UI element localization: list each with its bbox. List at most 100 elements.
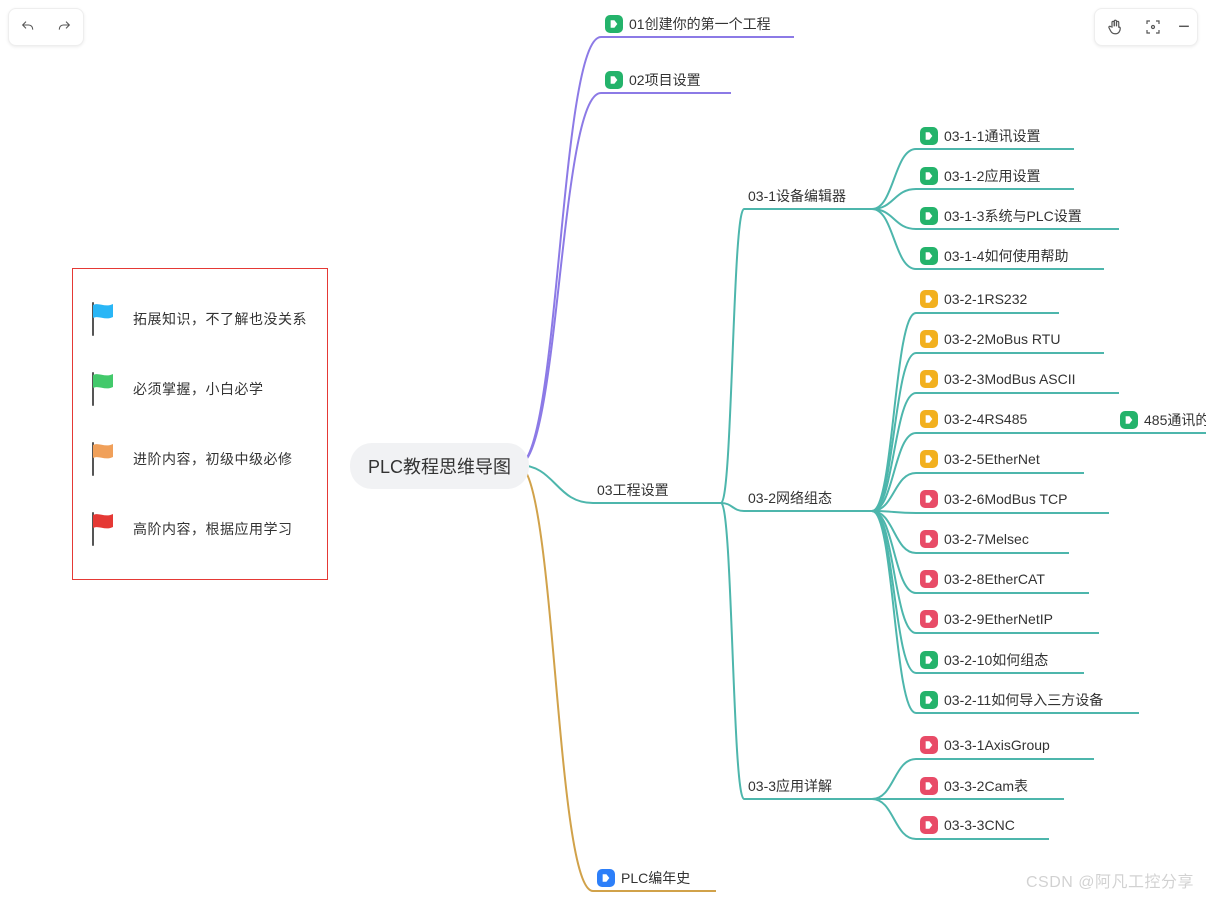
fit-view-button[interactable] xyxy=(1137,13,1169,41)
mindmap-node[interactable]: 03-2-5EtherNet xyxy=(920,450,1040,468)
yellow-flag-marker-icon xyxy=(920,410,938,428)
flag-icon xyxy=(87,371,117,407)
node-underline xyxy=(916,632,1099,634)
pan-tool-button[interactable] xyxy=(1099,13,1131,41)
edge xyxy=(872,511,916,593)
node-label: 03-1-4如何使用帮助 xyxy=(944,246,1068,266)
mindmap-node[interactable]: 03工程设置 xyxy=(597,480,669,500)
legend-row: 高阶内容，根据应用学习 xyxy=(87,497,313,561)
mindmap-node[interactable]: 03-1-1通讯设置 xyxy=(920,126,1040,146)
node-underline xyxy=(916,592,1089,594)
edge xyxy=(872,759,916,799)
node-label: 03-2-3ModBus ASCII xyxy=(944,371,1076,387)
mindmap-node[interactable]: 03-2网络组态 xyxy=(748,488,832,508)
node-underline xyxy=(916,838,1049,840)
node-underline xyxy=(601,92,731,94)
mindmap-node[interactable]: 03-1设备编辑器 xyxy=(748,186,846,206)
green-flag-marker-icon xyxy=(920,691,938,709)
edge xyxy=(721,209,744,503)
redo-button[interactable] xyxy=(49,13,79,41)
node-label: PLC编年史 xyxy=(621,868,690,888)
edge xyxy=(872,511,916,713)
node-label: 03-1-3系统与PLC设置 xyxy=(944,206,1082,226)
blue-flag-marker-icon xyxy=(597,869,615,887)
node-underline xyxy=(916,798,1064,800)
green-flag-marker-icon xyxy=(920,127,938,145)
mindmap-node[interactable]: 03-2-11如何导入三方设备 xyxy=(920,690,1103,710)
mindmap-canvas[interactable]: − 拓展知识，不了解也没关系必须掌握，小白必学进阶内容，初级中级必修高阶内容，根… xyxy=(0,0,1206,902)
red-flag-marker-icon xyxy=(920,777,938,795)
red-flag-marker-icon xyxy=(920,570,938,588)
node-label: 03-1-1通讯设置 xyxy=(944,126,1040,146)
mindmap-node[interactable]: 03-3-3CNC xyxy=(920,816,1015,834)
mindmap-node[interactable]: 03-2-9EtherNetIP xyxy=(920,610,1053,628)
mindmap-node[interactable]: 03-2-10如何组态 xyxy=(920,650,1048,670)
mindmap-node[interactable]: 03-2-3ModBus ASCII xyxy=(920,370,1076,388)
legend-row: 拓展知识，不了解也没关系 xyxy=(87,287,313,351)
mindmap-node[interactable]: 03-2-4RS485 xyxy=(920,410,1027,428)
edge xyxy=(872,511,916,553)
legend-text: 必须掌握，小白必学 xyxy=(133,379,264,399)
edge xyxy=(518,37,601,465)
green-flag-marker-icon xyxy=(920,207,938,225)
mindmap-node[interactable]: 03-3-1AxisGroup xyxy=(920,736,1050,754)
mindmap-node[interactable]: 03-1-4如何使用帮助 xyxy=(920,246,1068,266)
legend-text: 高阶内容，根据应用学习 xyxy=(133,519,293,539)
mindmap-node[interactable]: 03-2-8EtherCAT xyxy=(920,570,1045,588)
green-flag-marker-icon xyxy=(1120,411,1138,429)
mindmap-node[interactable]: 03-2-7Melsec xyxy=(920,530,1029,548)
node-label: 485通讯的实 xyxy=(1144,410,1206,430)
history-toolbar xyxy=(8,8,84,46)
undo-icon xyxy=(20,19,36,35)
yellow-flag-marker-icon xyxy=(920,290,938,308)
node-underline xyxy=(916,312,1059,314)
mindmap-node[interactable]: 03-1-3系统与PLC设置 xyxy=(920,206,1082,226)
node-underline xyxy=(916,472,1084,474)
edge xyxy=(721,503,744,799)
redo-icon xyxy=(56,19,72,35)
edge xyxy=(872,393,916,511)
node-label: 03-2-4RS485 xyxy=(944,411,1027,427)
node-label: 03-2-10如何组态 xyxy=(944,650,1048,670)
node-underline xyxy=(593,890,716,892)
mindmap-node[interactable]: PLC编年史 xyxy=(597,868,690,888)
node-label: 02项目设置 xyxy=(629,70,701,90)
node-label: 03-2-6ModBus TCP xyxy=(944,491,1067,507)
node-underline xyxy=(744,798,872,800)
node-label: 03-2-8EtherCAT xyxy=(944,571,1045,587)
node-label: 03-1设备编辑器 xyxy=(748,186,846,206)
mindmap-node[interactable]: 03-2-2MoBus RTU xyxy=(920,330,1060,348)
mindmap-node[interactable]: 03-3应用详解 xyxy=(748,776,832,796)
edge xyxy=(872,209,916,269)
node-label: 03-1-2应用设置 xyxy=(944,166,1040,186)
edge xyxy=(872,511,916,513)
watermark-text: CSDN @阿凡工控分享 xyxy=(1026,868,1194,892)
mindmap-node[interactable]: 485通讯的实 xyxy=(1120,410,1206,430)
mindmap-node[interactable]: 03-1-2应用设置 xyxy=(920,166,1040,186)
node-label: 03工程设置 xyxy=(597,480,669,500)
node-underline xyxy=(1116,432,1206,434)
focus-icon xyxy=(1144,18,1162,36)
mindmap-node[interactable]: 02项目设置 xyxy=(605,70,701,90)
mindmap-node[interactable]: 03-2-6ModBus TCP xyxy=(920,490,1067,508)
node-label: 03-3-2Cam表 xyxy=(944,776,1028,796)
flag-icon xyxy=(87,441,117,477)
zoom-out-button[interactable]: − xyxy=(1175,13,1193,41)
node-label: 03-2-2MoBus RTU xyxy=(944,331,1060,347)
node-label: 03-2网络组态 xyxy=(748,488,832,508)
node-label: 03-2-1RS232 xyxy=(944,291,1027,307)
mindmap-node[interactable]: 03-3-2Cam表 xyxy=(920,776,1028,796)
undo-button[interactable] xyxy=(13,13,43,41)
yellow-flag-marker-icon xyxy=(920,450,938,468)
mindmap-node[interactable]: 03-2-1RS232 xyxy=(920,290,1027,308)
root-label: PLC教程思维导图 xyxy=(368,457,511,477)
node-underline xyxy=(916,712,1139,714)
legend-row: 进阶内容，初级中级必修 xyxy=(87,427,313,491)
root-node[interactable]: PLC教程思维导图 xyxy=(350,443,529,489)
edge xyxy=(518,465,593,503)
flag-icon xyxy=(87,301,117,337)
node-underline xyxy=(916,352,1104,354)
edge xyxy=(872,189,916,209)
mindmap-node[interactable]: 01创建你的第一个工程 xyxy=(605,14,771,34)
node-underline xyxy=(916,432,1059,434)
